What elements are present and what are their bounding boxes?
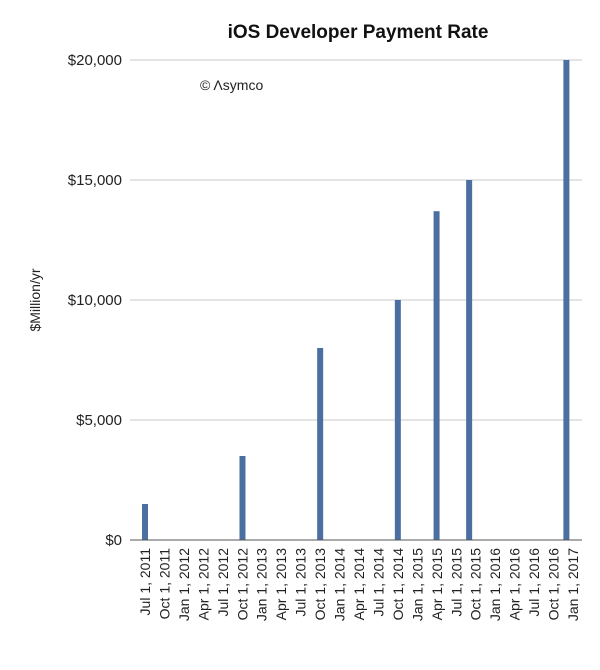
x-tick-label: Oct 1, 2015 (468, 548, 484, 621)
x-tick-label: Jul 1, 2014 (370, 548, 386, 617)
x-tick-label: Jul 1, 2012 (215, 548, 231, 617)
y-tick-label: $10,000 (68, 292, 122, 309)
x-tick-label: Apr 1, 2014 (351, 548, 367, 621)
grid-lines (130, 59, 582, 421)
x-tick-label: Jul 1, 2015 (448, 548, 464, 617)
y-tick-label: $0 (105, 532, 122, 549)
x-tick-label: Apr 1, 2013 (273, 548, 289, 621)
bar (563, 60, 570, 540)
x-tick-label: Oct 1, 2014 (390, 548, 406, 621)
x-tick-label: Apr 1, 2015 (429, 548, 445, 621)
x-tick-label: Jul 1, 2013 (293, 548, 309, 617)
copyright-annotation: © Λsymco (200, 77, 263, 93)
x-tick-label: Jan 1, 2012 (176, 548, 192, 621)
y-tick-label: $20,000 (68, 52, 122, 69)
x-tick-label: Oct 1, 2013 (312, 548, 328, 621)
x-tick-label: Jul 1, 2011 (137, 548, 153, 616)
x-tick-label: Apr 1, 2012 (195, 548, 211, 621)
bar (142, 504, 148, 540)
x-tick-label: Jan 1, 2016 (487, 548, 503, 621)
bars (142, 60, 570, 540)
bar (317, 348, 324, 540)
x-tick-label: Oct 1, 2011 (156, 548, 172, 620)
y-tick-label: $15,000 (68, 172, 122, 189)
x-tick-label: Jul 1, 2016 (526, 548, 542, 617)
x-tick-label: Jan 1, 2013 (254, 548, 270, 621)
x-tick-label: Apr 1, 2016 (507, 548, 523, 621)
x-tick-label: Jan 1, 2017 (565, 548, 581, 621)
chart-title: iOS Developer Payment Rate (228, 22, 489, 43)
x-tick-label: Oct 1, 2016 (546, 548, 562, 621)
x-tick-label: Jan 1, 2014 (332, 548, 348, 621)
y-axis-ticks: $0 $5,000 $10,000 $15,000 $20,000 (68, 52, 122, 549)
bar (433, 211, 440, 540)
bar (466, 180, 473, 540)
x-axis-ticks: Jul 1, 2011 Oct 1, 2011 Jan 1, 2012 Apr 1, … (137, 548, 581, 621)
y-tick-label: $5,000 (76, 412, 122, 429)
y-axis-label: $Million/yr (27, 268, 43, 331)
x-tick-label: Oct 1, 2012 (234, 548, 250, 621)
bar (394, 300, 401, 540)
bar (239, 456, 246, 540)
x-tick-label: Jan 1, 2015 (409, 548, 425, 621)
